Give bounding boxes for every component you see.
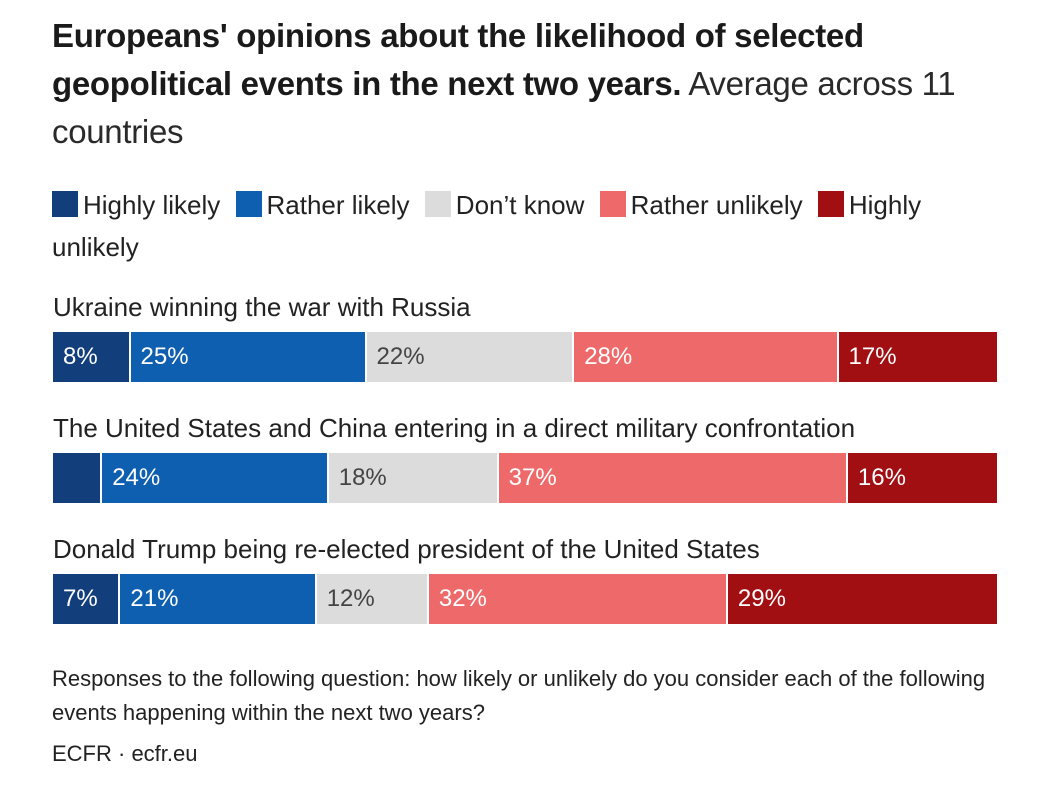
bar-segment-1-3: 37% xyxy=(496,453,846,503)
row-label-1: The United States and China entering in … xyxy=(53,413,856,443)
row-label-2: Donald Trump being re-elected president … xyxy=(53,534,760,564)
data-label-0-3: 28% xyxy=(584,343,633,370)
footnote: Responses to the following question: how… xyxy=(52,666,986,725)
data-label-0-4: 17% xyxy=(848,343,897,370)
legend-item-0: Highly likely xyxy=(52,190,220,220)
bar-segment-2-3: 32% xyxy=(426,574,726,624)
data-label-2-2: 12% xyxy=(326,585,375,612)
legend-label-4: Highly unlikely xyxy=(52,190,922,262)
data-label-2-0: 7% xyxy=(63,585,98,612)
bar-segment-1-4: 16% xyxy=(845,453,997,503)
data-label-0-2: 22% xyxy=(376,343,425,370)
legend-swatch-1 xyxy=(235,191,262,217)
data-label-2-1: 21% xyxy=(130,585,179,612)
bar-row-1: 24% 18% 37% 16% xyxy=(53,453,997,503)
bar-segment-2-0: 7% xyxy=(53,574,119,624)
bar-row-2: 7% 21% 12% 32% 29% xyxy=(53,574,997,624)
bar-segment-1-1: 24% xyxy=(100,453,327,503)
bar-segment-0-4: 17% xyxy=(836,332,997,382)
data-label-2-3: 32% xyxy=(438,585,487,612)
bar-segment-0-3: 28% xyxy=(572,332,837,382)
bar-segment-2-1: 21% xyxy=(118,574,315,624)
bar-segment-0-1: 25% xyxy=(128,332,365,382)
bar-row-0: 8% 25% 22% 28% 17% xyxy=(53,332,997,382)
chart-subtitle: Average across 11 countries xyxy=(52,65,956,150)
legend-item-4: Highly unlikely xyxy=(52,190,921,262)
bar-segment-2-2: 12% xyxy=(314,574,427,624)
legend-label-3: Rather unlikely xyxy=(630,190,803,220)
bar-segment-0-2: 22% xyxy=(364,332,573,382)
legend-swatch-3 xyxy=(599,191,626,217)
legend: Highly likely Rather likely Don’t know R… xyxy=(52,184,992,268)
data-label-1-3: 37% xyxy=(508,464,557,491)
chart-title-bold: Europeans' opinions about the likelihood… xyxy=(52,17,864,102)
legend-label-1: Rather likely xyxy=(266,190,410,220)
legend-item-2: Don’t know xyxy=(424,190,585,220)
legend-label-2: Don’t know xyxy=(455,190,585,220)
data-label-0-0: 8% xyxy=(63,343,98,370)
bar-segment-0-0: 8% xyxy=(53,332,129,382)
data-label-0-1: 25% xyxy=(140,343,189,370)
data-label-1-1: 24% xyxy=(112,464,161,491)
bar-segment-2-4: 29% xyxy=(725,574,997,624)
row-label-0: Ukraine winning the war with Russia xyxy=(53,292,471,322)
data-label-1-2: 18% xyxy=(338,464,387,491)
legend-item-1: Rather likely xyxy=(235,190,410,220)
data-label-2-4: 29% xyxy=(737,585,786,612)
source-credit: ECFR · ecfr.eu xyxy=(52,741,198,766)
bar-segment-1-2: 18% xyxy=(326,453,497,503)
legend-swatch-2 xyxy=(424,191,451,217)
bar-segment-1-0 xyxy=(53,453,101,503)
legend-label-0: Highly likely xyxy=(83,190,221,220)
legend-swatch-4 xyxy=(817,191,844,217)
chart-title: Europeans' opinions about the likelihood… xyxy=(52,12,1012,156)
data-label-1-4: 16% xyxy=(857,464,906,491)
legend-item-3: Rather unlikely xyxy=(599,190,803,220)
legend-swatch-0 xyxy=(52,191,78,217)
